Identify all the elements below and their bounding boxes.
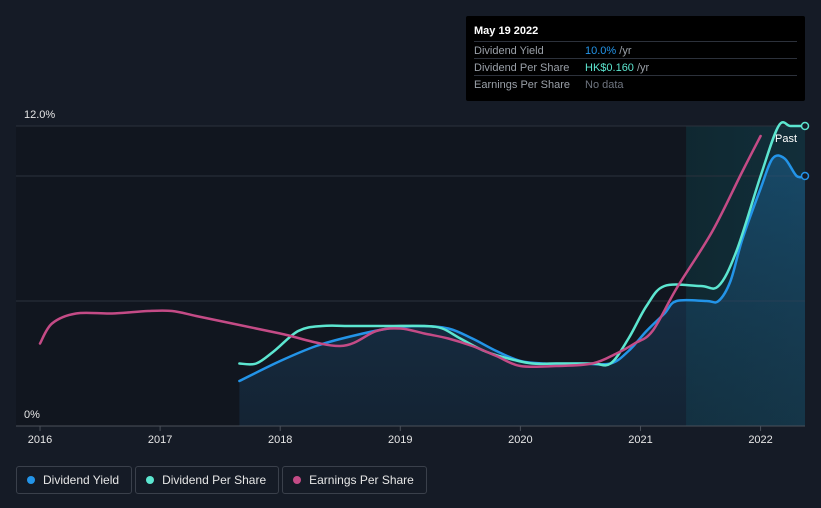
legend-dot-icon [146,476,155,484]
y-tick-label: 0% [24,409,40,421]
tooltip-row-earnings-per-share: Earnings Per Share No data [474,75,797,93]
tooltip-value: HK$0.160 [585,62,634,74]
series-line-dividend-per-share [238,121,807,367]
x-tick-label: 2020 [508,434,532,446]
legend-dot-icon [27,476,35,484]
x-tick-label: 2019 [388,434,412,446]
legend: Dividend Yield Dividend Per Share Earnin… [16,466,427,494]
x-tick-label: 2017 [148,434,172,446]
series-line-earnings-per-share [38,134,762,369]
tooltip-value: No data [585,79,624,91]
legend-item-dividend-yield[interactable]: Dividend Yield [16,466,133,494]
legend-dot-icon [293,476,302,484]
legend-label: Dividend Per Share [162,473,267,487]
legend-label: Dividend Yield [43,473,120,487]
tooltip-label: Earnings Per Share [474,79,570,91]
past-label: Past [775,133,797,145]
x-tick-label: 2018 [268,434,292,446]
tooltip: May 19 2022 Dividend Yield 10.0% /yr Div… [466,16,805,101]
tooltip-value: 10.0% [585,45,617,57]
y-tick-label: 12.0% [24,109,55,121]
dividend-yield-area [239,155,805,426]
legend-item-earnings-per-share[interactable]: Earnings Per Share [282,466,427,494]
tooltip-label: Dividend Yield [474,45,544,57]
x-tick-label: 2022 [748,434,772,446]
tooltip-unit: /yr [633,62,650,74]
tooltip-row-dividend-per-share: Dividend Per Share HK$0.160 /yr [474,58,797,76]
legend-label: Earnings Per Share [309,473,414,487]
end-marker [800,121,810,131]
tooltip-unit: /yr [616,45,632,57]
legend-item-dividend-per-share[interactable]: Dividend Per Share [135,466,280,494]
tooltip-row-dividend-yield: Dividend Yield 10.0% /yr [474,41,797,59]
x-tick-label: 2021 [628,434,652,446]
tooltip-label: Dividend Per Share [474,62,570,74]
x-tick-label: 2016 [28,434,52,446]
end-marker [800,171,810,181]
tooltip-date: May 19 2022 [474,25,539,37]
